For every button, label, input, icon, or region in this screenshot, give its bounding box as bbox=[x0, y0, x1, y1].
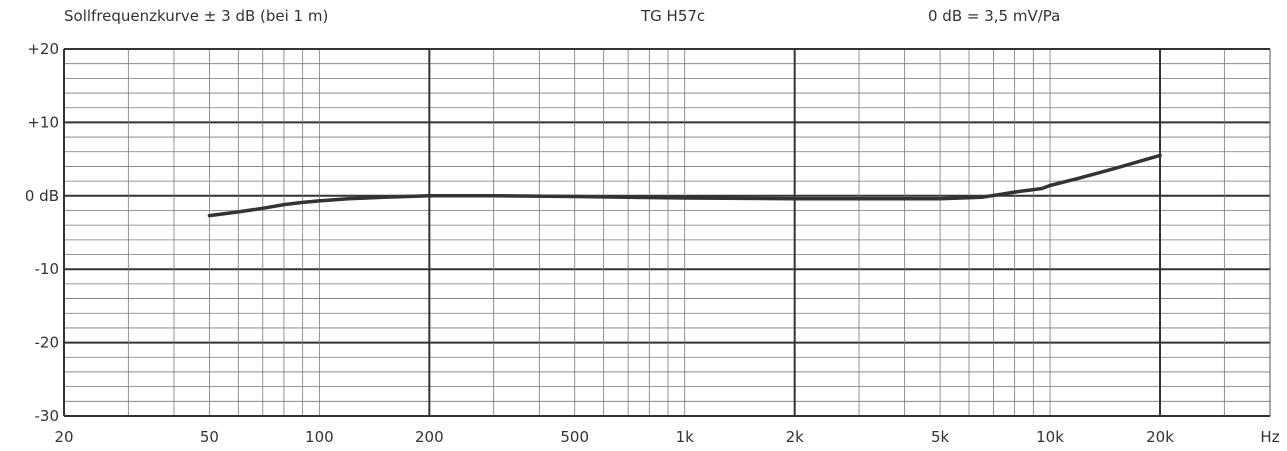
series-layer bbox=[207, 153, 1162, 218]
chart-title: Sollfrequenzkurve ± 3 dB (bei 1 m) bbox=[64, 7, 329, 25]
reference-level: 0 dB = 3,5 mV/Pa bbox=[928, 7, 1061, 25]
x-tick-label: 5k bbox=[931, 428, 950, 446]
x-tick-label: 50 bbox=[200, 428, 219, 446]
y-tick-label: -10 bbox=[35, 260, 60, 278]
x-tick-label: 1k bbox=[676, 428, 695, 446]
y-tick-label: +10 bbox=[27, 113, 59, 131]
y-tick-label: +20 bbox=[27, 40, 59, 58]
x-tick-label: 20 bbox=[54, 428, 73, 446]
grid bbox=[63, 48, 1271, 417]
x-tick-label: 10k bbox=[1036, 428, 1064, 446]
y-tick-label: -30 bbox=[35, 407, 60, 425]
x-tick-label: 20k bbox=[1146, 428, 1174, 446]
y-tick-label: -20 bbox=[35, 334, 60, 352]
x-tick-label: 200 bbox=[415, 428, 444, 446]
series-line bbox=[207, 153, 1162, 218]
y-tick-label: 0 dB bbox=[25, 187, 59, 205]
x-tick-label: 500 bbox=[560, 428, 589, 446]
model-name: TG H57c bbox=[641, 7, 706, 25]
x-tick-label: 2k bbox=[786, 428, 805, 446]
tick-labels: +20 +10 0 dB -10 -20 -30 20 50 100 200 500 1k 2k 5k 10… bbox=[25, 40, 1280, 446]
x-tick-label: 100 bbox=[305, 428, 334, 446]
x-unit-label: Hz bbox=[1260, 428, 1279, 446]
